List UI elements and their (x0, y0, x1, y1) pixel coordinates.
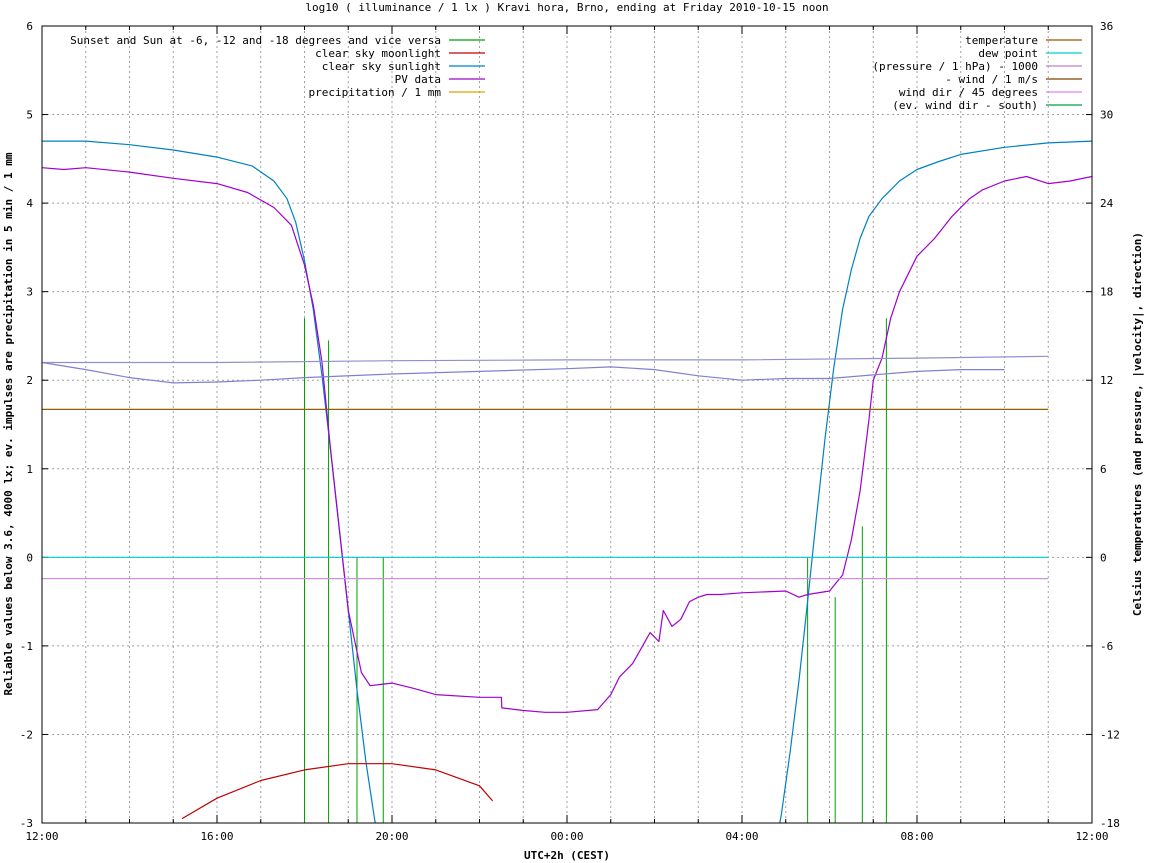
y-tick-label-right: -18 (1100, 817, 1120, 830)
x-tick-label: 08:00 (900, 830, 933, 843)
legend-entry-label: clear sky moonlight (315, 47, 441, 60)
y-tick-label-right: -12 (1100, 728, 1120, 741)
y-tick-label-right: 36 (1100, 20, 1113, 33)
legend-entry-label: clear sky sunlight (322, 60, 441, 73)
series-line (42, 361, 1005, 384)
y-tick-label-left: 4 (26, 197, 33, 210)
x-axis-label: UTC+2h (CEST) (524, 849, 610, 862)
y-tick-label-right: 24 (1100, 197, 1114, 210)
y-tick-label-left: -2 (20, 728, 33, 741)
y-tick-label-right: 6 (1100, 463, 1107, 476)
y-tick-label-left: -1 (20, 640, 33, 653)
grid-lines (42, 26, 1092, 823)
legend-entry-label: Sunset and Sun at -6, -12 and -18 degree… (70, 34, 441, 47)
x-tick-label: 20:00 (375, 830, 408, 843)
y-tick-label-left: 1 (26, 463, 33, 476)
y-axis-label-right: Celsius temperatures (and pressure, |vel… (1131, 232, 1144, 616)
chart-title: log10 ( illuminance / 1 lx ) Kravi hora,… (305, 1, 828, 14)
legend-entry-label: temperature (965, 34, 1038, 47)
y-tick-label-left: 3 (26, 286, 33, 299)
y-tick-label-right: 12 (1100, 374, 1113, 387)
plot-frame (41, 25, 1093, 824)
x-tick-label: 04:00 (725, 830, 758, 843)
y-tick-label-left: 6 (26, 20, 33, 33)
y-tick-label-right: 0 (1100, 551, 1107, 564)
series-line (42, 355, 1049, 364)
legend-entry-label: precipitation / 1 mm (309, 86, 442, 99)
y-tick-label-left: 2 (26, 374, 33, 387)
series-line (181, 763, 494, 820)
legend: Sunset and Sun at -6, -12 and -18 degree… (70, 34, 1082, 112)
x-tick-label: 12:00 (25, 830, 58, 843)
data-series (42, 140, 1092, 823)
y-tick-label-right: 30 (1100, 109, 1113, 122)
x-tick-label: 00:00 (550, 830, 583, 843)
y-tick-label-right: -6 (1100, 640, 1113, 653)
legend-entry-label: PV data (395, 73, 441, 86)
y-tick-label-right: 18 (1100, 286, 1113, 299)
legend-entry-label: wind dir / 45 degrees (899, 86, 1038, 99)
legend-entry-label: dew point (978, 47, 1038, 60)
x-tick-label: 16:00 (200, 830, 233, 843)
y-tick-label-left: 5 (26, 109, 33, 122)
x-tick-label: 12:00 (1075, 830, 1108, 843)
y-tick-label-left: 0 (26, 551, 33, 564)
y-axis-label-left: Reliable values below 3.6, 4000 lx; ev. … (2, 152, 15, 695)
legend-entry-label: (pressure / 1 hPa) - 1000 (872, 60, 1038, 73)
y-tick-label-left: -3 (20, 817, 33, 830)
series-line (42, 167, 1092, 713)
series-line (42, 140, 1092, 823)
legend-entry-label: (ev. wind dir - south) (892, 99, 1038, 112)
legend-entry-label: - wind / 1 m/s (945, 73, 1038, 86)
